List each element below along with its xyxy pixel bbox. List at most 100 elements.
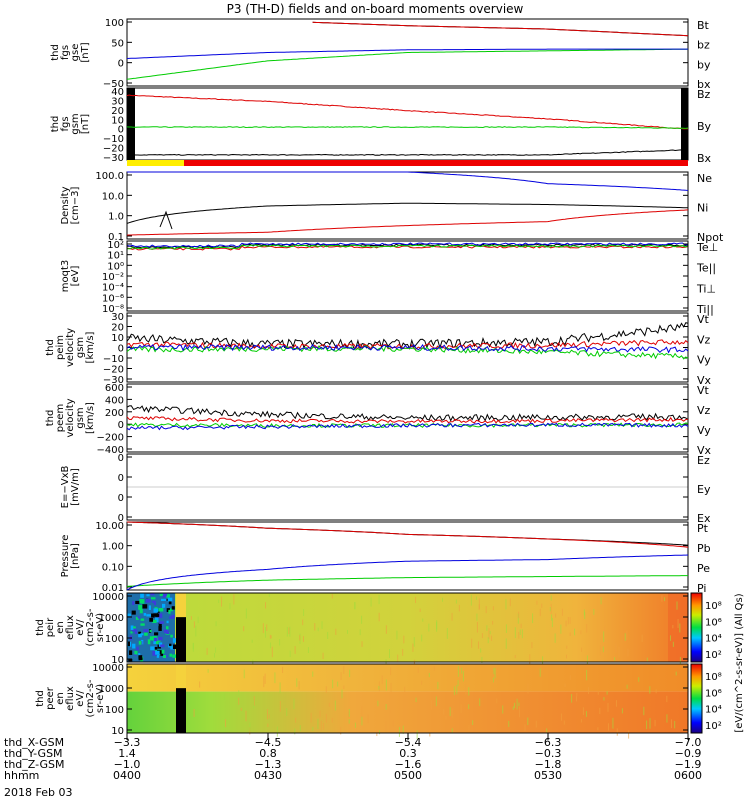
peir-texture [661, 595, 663, 602]
peer-texture [428, 672, 430, 678]
legend-Vy: Vy [697, 424, 711, 437]
legend-Vy: Vy [697, 354, 711, 367]
peir-texture [521, 629, 523, 639]
peer-texture [349, 669, 351, 678]
peer-texture [296, 678, 298, 687]
peir-texture [481, 656, 483, 663]
peir-texture [505, 638, 507, 649]
peir-texture [289, 650, 291, 658]
peer-texture [264, 673, 266, 684]
peer-texture [223, 693, 225, 701]
y-tick-label: 100 [105, 634, 124, 645]
peer-texture [398, 726, 400, 737]
peir-texture [361, 641, 363, 647]
peir-texture [574, 628, 576, 636]
series-fgs-bz [312, 21, 689, 37]
peer-texture [453, 686, 455, 696]
peir-pixel [152, 619, 157, 624]
y-axis-label-line: en [55, 692, 66, 705]
peer-texture [361, 706, 363, 718]
y-tick-label: 30 [111, 312, 124, 323]
series-fgsgsm-Bz [126, 94, 689, 130]
peer-texture [586, 669, 588, 681]
peir-texture [396, 630, 398, 640]
x-tick-label: 0500 [394, 769, 422, 782]
y-tick-label: −10 [103, 354, 124, 365]
legend-Te⊥: Te⊥ [696, 241, 718, 254]
peer-texture [341, 689, 343, 699]
peer-texture [390, 682, 392, 694]
series-fgsgsm-By [126, 126, 689, 129]
peer-texture [492, 671, 494, 676]
colorbar-bottom [690, 663, 703, 734]
peir-texture [422, 618, 424, 622]
peer-texture [462, 670, 464, 682]
peir-texture [565, 620, 567, 627]
peer-texture [628, 730, 630, 739]
peer-texture [518, 702, 520, 707]
legend-Vx: Vx [697, 444, 712, 457]
y-tick-label: 0 [118, 473, 124, 484]
peer-texture [354, 722, 356, 728]
peir-texture [554, 633, 556, 643]
y-axis-label-line: thd [35, 690, 46, 707]
peir-texture [541, 603, 543, 608]
y-tick-label: 10000 [92, 663, 124, 674]
peir-pixel [131, 610, 136, 615]
y-axis-label-line: peir [45, 617, 56, 637]
peir-texture [245, 608, 247, 619]
fgsgsm-right-gap [681, 88, 688, 160]
peir-pixel [158, 613, 163, 618]
series-peim-Vx [126, 343, 689, 354]
peir-texture [421, 634, 423, 642]
y-tick-label: 10.00 [95, 521, 124, 532]
peer-texture [343, 685, 345, 689]
legend-Pe: Pe [697, 562, 710, 575]
peer-texture [392, 720, 394, 727]
peir-texture [555, 613, 557, 618]
legend-by: by [697, 58, 711, 71]
y-tick-label: 10 [111, 115, 124, 126]
peir-pixel [153, 640, 156, 645]
y-axis-label: thd peem velocity gsm [km/s] [45, 398, 96, 437]
peer-texture [527, 717, 529, 726]
y-tick-label: 10¹ [107, 251, 124, 262]
peir-pixel [154, 640, 159, 645]
y-tick-label: 0 [118, 493, 124, 504]
peir-texture [492, 606, 494, 611]
y-tick-label: 200 [105, 408, 124, 419]
y-axis-label-line: fgs [60, 116, 71, 131]
y-tick-label: 0.1 [108, 232, 124, 243]
peer-texture [337, 681, 339, 687]
peir-texture [514, 627, 516, 639]
peir-texture [520, 623, 522, 628]
peir-pixel [160, 652, 164, 656]
peir-texture [361, 615, 363, 624]
peer-texture [404, 686, 406, 695]
y-axis-label-line: [cm−3] [70, 187, 81, 225]
peir-pixel [161, 603, 166, 608]
peir-texture [446, 628, 448, 639]
peir-pixel [159, 621, 164, 624]
legend-Ne: Ne [697, 172, 712, 185]
y-axis-label-line: [km/s] [85, 402, 96, 434]
x-tick-label: 0600 [674, 769, 702, 782]
y-axis-label-line: [eV] [70, 266, 81, 287]
peir-pixel [136, 646, 139, 651]
peer-texture [597, 727, 599, 731]
peir-pixel [161, 598, 166, 601]
y-axis-label-line: thd [35, 619, 46, 636]
peer-texture [599, 707, 601, 715]
peir-texture [488, 628, 490, 639]
y-axis-label-line: sr-eV) [95, 613, 106, 642]
series-peem-Vz [126, 416, 689, 424]
peer-texture [385, 704, 387, 710]
peir-texture [542, 656, 544, 666]
peir-pixel [131, 628, 136, 632]
peir-pixel [140, 599, 145, 604]
x-tick-label: 1.4 [118, 747, 136, 760]
peir-texture [299, 634, 301, 641]
y-axis-label-line: eV/ [75, 690, 86, 707]
peir-pixel [138, 633, 142, 638]
peir-texture [550, 603, 552, 615]
